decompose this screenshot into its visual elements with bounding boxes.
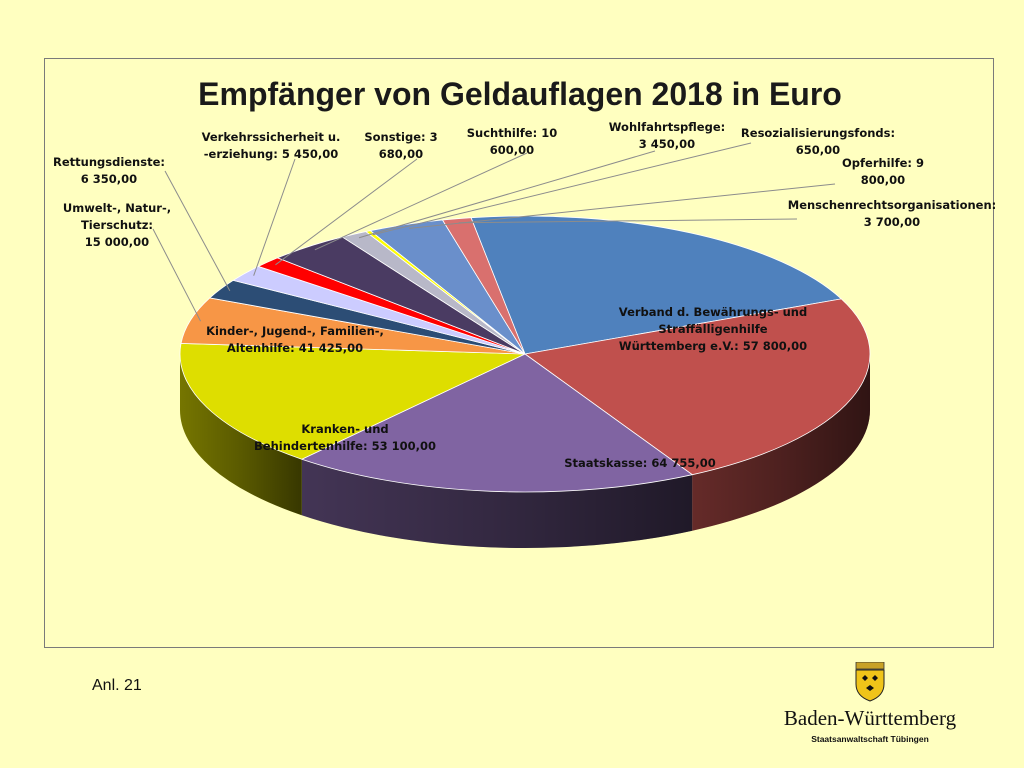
slice-label-line: Resozialisierungsfonds:: [741, 126, 895, 140]
slice-label-11: Opferhilfe: 9 800,00: [842, 156, 924, 187]
pie-slice-2: [300, 353, 694, 493]
coat-of-arms-icon: [855, 662, 885, 702]
pie-side-shade-3: [180, 354, 302, 516]
pie-chart: Empfänger von Geldauflagen 2018 in Euro …: [53, 76, 995, 548]
slice-label-line: Staatskasse: 64 755,00: [564, 456, 716, 470]
slice-label-line: Suchthilfe: 10: [467, 126, 557, 140]
slice-label-line: Altenhilfe: 41 425,00: [227, 341, 363, 355]
pie-slice-12: [441, 217, 526, 355]
slice-label-line: -erziehung: 5 450,00: [204, 147, 338, 161]
slice-label-10: Resozialisierungsfonds: 650,00: [741, 126, 895, 157]
chart-frame: Empfänger von Geldauflagen 2018 in Euro …: [44, 58, 995, 648]
pie-slices: [179, 215, 871, 493]
slice-label-4: Umwelt-, Natur-, Tierschutz: 15 000,00: [63, 201, 171, 249]
slice-label-line: Rettungsdienste:: [53, 155, 165, 169]
leader-line-8: [314, 152, 528, 251]
slice-label-line: Verband d. Bewährungs- und: [619, 305, 807, 319]
pie-sides: [180, 354, 870, 548]
slice-label-line: 3 450,00: [639, 137, 695, 151]
leader-line-9: [358, 150, 656, 239]
pie-side-shade-1: [692, 354, 870, 531]
slice-label-3: Kinder-, Jugend-, Familien-, Altenhilfe: …: [206, 324, 384, 355]
slice-label-line: Verkehrssicherheit u.: [202, 130, 341, 144]
slice-label-line: Menschenrechtsorganisationen:: [788, 198, 995, 212]
slice-label-0: Verband d. Bewährungs- und Straffälligenh…: [619, 305, 807, 353]
logo-subtitle: Staatsanwaltschaft Tübingen: [811, 734, 929, 744]
slice-label-line: 600,00: [490, 143, 534, 157]
slice-label-5: Rettungsdienste: 6 350,00: [53, 155, 165, 186]
chart-title: Empfänger von Geldauflagen 2018 in Euro: [198, 76, 842, 112]
slice-label-line: 6 350,00: [81, 172, 137, 186]
slice-label-line: Sonstige: 3: [364, 130, 437, 144]
leader-line-11: [409, 183, 836, 229]
slice-label-line: Behindertenhilfe: 53 100,00: [254, 439, 436, 453]
leader-line-4: [152, 228, 201, 322]
annex-label: Anl. 21: [92, 677, 142, 694]
pie-slice-1: [523, 298, 871, 476]
leader-line-10: [372, 142, 752, 236]
slice-label-line: Umwelt-, Natur-,: [63, 201, 171, 215]
slice-label-line: 3 700,00: [864, 215, 920, 229]
slice-label-line: Tierschutz:: [81, 218, 153, 232]
slice-label-line: Kinder-, Jugend-, Familien-,: [206, 324, 384, 338]
leader-lines: [152, 142, 836, 322]
logo-name: Baden-Württemberg: [783, 706, 957, 730]
slice-label-line: Wohlfahrtspflege:: [609, 120, 725, 134]
slice-label-line: Kranken- und: [301, 422, 388, 436]
pie-side-shade-2: [301, 459, 693, 548]
slice-label-8: Suchthilfe: 10 600,00: [467, 126, 557, 157]
pie-slice-3: [179, 343, 526, 460]
slice-label-line: Württemberg e.V.: 57 800,00: [619, 339, 807, 353]
slice-label-line: 680,00: [379, 147, 423, 161]
slice-label-line: 650,00: [796, 143, 840, 157]
slice-labels: Verband d. Bewährungs- und Straffälligenh…: [53, 120, 995, 470]
slice-label-6: Verkehrssicherheit u. -erziehung: 5 450,0…: [202, 130, 341, 161]
slice-label-9: Wohlfahrtspflege: 3 450,00: [609, 120, 725, 151]
slice-label-line: 800,00: [861, 173, 905, 187]
slice-label-line: Straffälligenhilfe: [658, 322, 767, 336]
slice-label-line: 15 000,00: [85, 235, 149, 249]
leader-line-6: [253, 158, 296, 276]
slice-label-12: Menschenrechtsorganisationen: 3 700,00: [788, 198, 995, 229]
slice-label-line: Opferhilfe: 9: [842, 156, 924, 170]
slice-label-7: Sonstige: 3 680,00: [364, 130, 437, 161]
logo: Baden-Württemberg Staatsanwaltschaft Tüb…: [780, 660, 960, 750]
leader-line-7: [275, 158, 418, 266]
leader-line-12: [458, 218, 798, 224]
slice-label-1: Staatskasse: 64 755,00: [564, 456, 716, 470]
leader-line-5: [164, 170, 231, 292]
slice-label-2: Kranken- und Behindertenhilfe: 53 100,00: [254, 422, 436, 453]
